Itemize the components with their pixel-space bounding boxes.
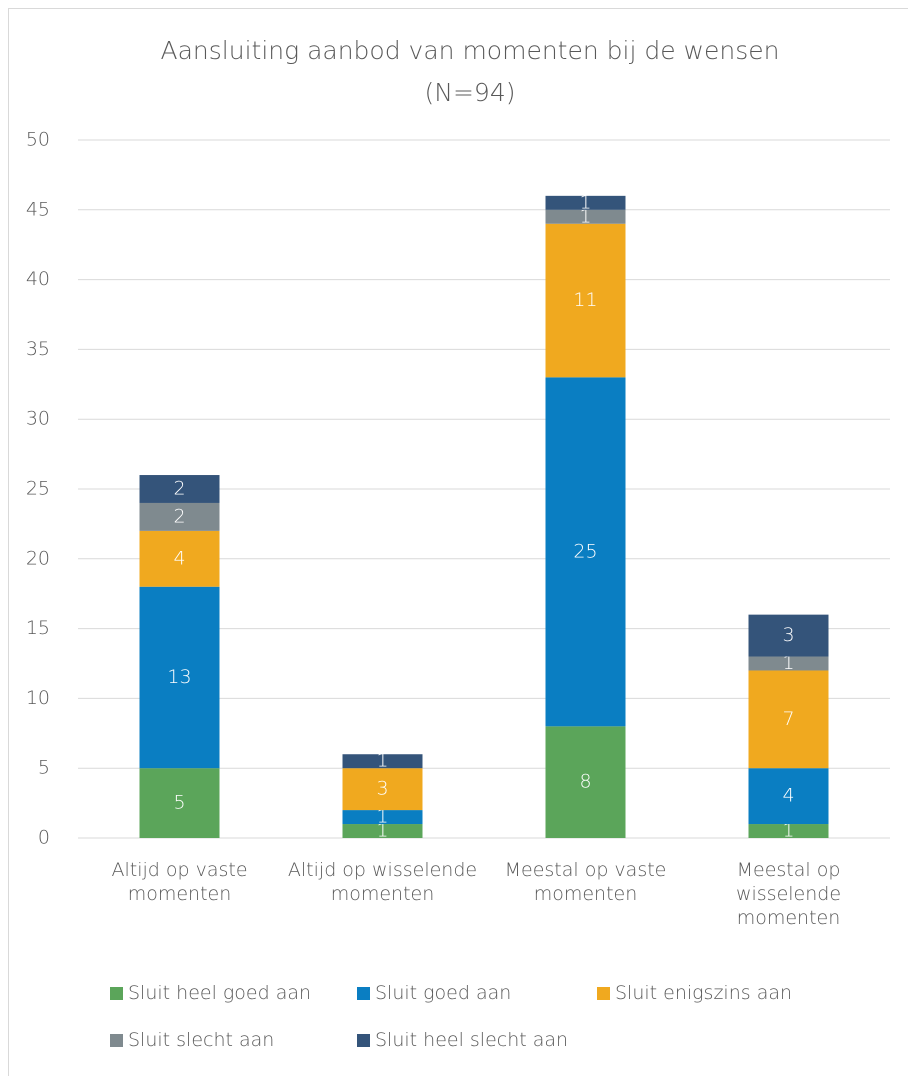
legend-item: Sluit slecht aan — [110, 1029, 274, 1051]
data-label: 2 — [173, 505, 185, 527]
bar-segment — [748, 656, 829, 671]
legend-swatch — [357, 986, 370, 1000]
x-tick-label: Meestal op vaste momenten — [504, 859, 667, 905]
legend-label: Sluit enigszins aan — [615, 982, 793, 1004]
data-label: 1 — [376, 750, 388, 772]
y-tick-label: 40 — [26, 268, 50, 290]
legend-label: Sluit heel slecht aan — [375, 1029, 569, 1051]
legend-swatch — [110, 1033, 123, 1047]
data-label: 3 — [376, 778, 388, 800]
y-tick-label: 15 — [26, 617, 50, 639]
data-label: 2 — [173, 478, 185, 500]
data-label: 1 — [376, 806, 388, 828]
bar-segment — [342, 768, 423, 811]
data-label: 1 — [376, 820, 388, 842]
bar-segment — [139, 475, 220, 503]
y-tick-label: 5 — [38, 757, 50, 779]
legend-item: Sluit heel slecht aan — [357, 1029, 568, 1051]
bar-segment — [342, 824, 423, 838]
data-label: 25 — [573, 540, 597, 562]
chart-title: Aansluiting aanbod van momenten bij de w… — [161, 36, 780, 65]
y-tick-label: 25 — [26, 478, 50, 500]
data-label: 1 — [579, 191, 591, 213]
data-label: 7 — [782, 708, 794, 730]
y-tick-label: 10 — [26, 687, 50, 709]
legend-swatch — [597, 986, 610, 1000]
legend-label: Sluit slecht aan — [128, 1029, 275, 1051]
bar-segment — [748, 824, 829, 838]
bar-segment — [139, 502, 220, 531]
y-tick-label: 20 — [26, 547, 50, 569]
chart-subtitle: (N=94) — [425, 78, 516, 107]
bar-segment — [545, 377, 626, 727]
y-tick-label: 35 — [26, 338, 50, 360]
data-label: 1 — [579, 205, 591, 227]
data-label: 4 — [782, 785, 794, 807]
bar-segment — [748, 614, 829, 657]
legend-item: Sluit enigszins aan — [597, 982, 792, 1004]
data-label: 3 — [782, 624, 794, 646]
legend-label: Sluit goed aan — [375, 982, 512, 1004]
legend-item: Sluit goed aan — [357, 982, 511, 1004]
bar-segment — [139, 768, 220, 838]
x-tick-label: Altijd op vaste momenten — [111, 859, 248, 905]
chart-border — [8, 8, 908, 1076]
bar-segment — [139, 586, 220, 769]
data-label: 1 — [782, 652, 794, 674]
data-label: 1 — [782, 820, 794, 842]
bar-segment — [342, 810, 423, 825]
data-label: 11 — [573, 289, 597, 311]
legend-item: Sluit heel goed aan — [110, 982, 311, 1004]
x-tick-label: Altijd op wisselende momenten — [287, 859, 478, 905]
bar-segment — [139, 530, 220, 587]
bar-segment — [545, 209, 626, 224]
data-label: 8 — [579, 771, 591, 793]
data-label: 4 — [173, 547, 185, 569]
y-tick-label: 45 — [26, 198, 50, 220]
bar-segment — [545, 195, 626, 210]
bar-segment — [545, 726, 626, 838]
y-tick-label: 0 — [38, 827, 50, 849]
y-tick-label: 30 — [26, 408, 50, 430]
data-label: 5 — [173, 792, 185, 814]
bar-segment — [748, 670, 829, 769]
bar-segment — [748, 768, 829, 825]
legend-swatch — [357, 1033, 370, 1047]
legend-label: Sluit heel goed aan — [128, 982, 312, 1004]
bar-segment — [342, 754, 423, 769]
y-tick-label: 50 — [26, 129, 50, 151]
legend-swatch — [110, 986, 123, 1000]
bar-segment — [545, 223, 626, 378]
data-label: 13 — [167, 666, 191, 688]
x-tick-label: Meestal op wisselende momenten — [735, 859, 842, 929]
